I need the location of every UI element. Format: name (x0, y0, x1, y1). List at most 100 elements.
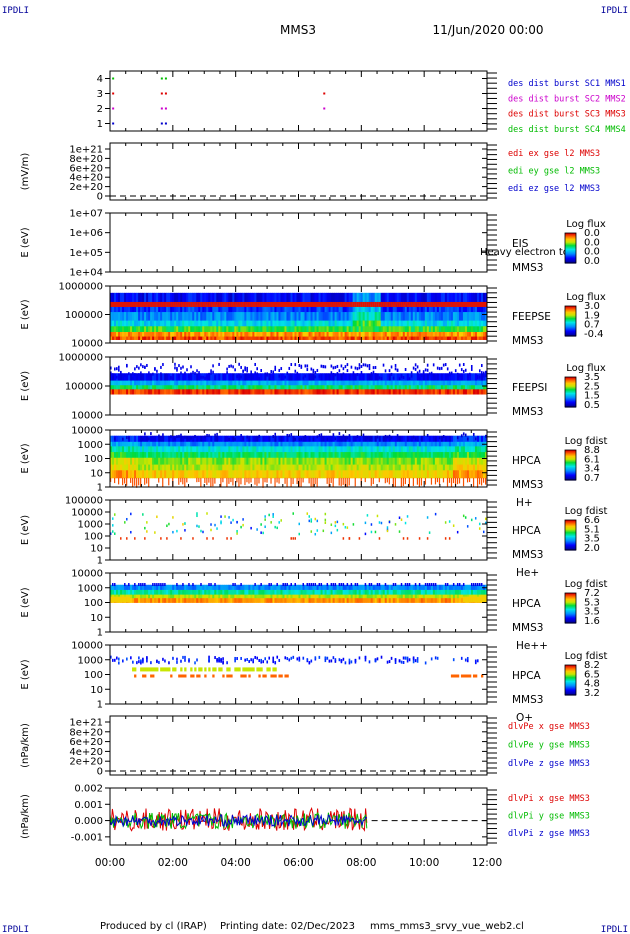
spectrogram-cell (270, 320, 273, 327)
spectrogram-cell (424, 320, 428, 327)
spectrogram-cell (190, 311, 193, 321)
spectrogram-cell (110, 311, 113, 321)
spectrogram-cell (140, 469, 143, 479)
spectrogram-cell (298, 301, 301, 307)
spectrogram-cell (362, 451, 366, 458)
spectrogram-cell (412, 325, 416, 332)
spectrogram-cell (428, 320, 432, 327)
spectrogram-cell (478, 388, 482, 395)
spectrogram-cell (166, 304, 169, 313)
spectrogram-cell (138, 336, 141, 340)
spectrogram-cell (186, 331, 189, 337)
spectrogram-cell (284, 469, 287, 479)
spectrogram-cell (414, 445, 418, 453)
spectrogram-cell (250, 384, 253, 390)
spectrogram-cell (412, 435, 416, 442)
spectrogram-dot (360, 370, 363, 374)
spectrogram-cell (212, 445, 215, 453)
spectrogram-cell (434, 380, 438, 386)
spectrogram-cell (402, 336, 406, 340)
spectrogram-cell (336, 331, 340, 337)
spectrogram-cell (374, 384, 378, 390)
spectrogram-cell (402, 469, 406, 479)
spectrogram-cell (352, 325, 356, 332)
spectrogram-cell (134, 311, 137, 321)
spectrogram-cell (312, 388, 315, 395)
spectrogram-cell (208, 445, 211, 453)
spectrogram-cell (110, 469, 113, 479)
colorbar-cell (565, 452, 576, 454)
spectrogram-dot (254, 477, 256, 485)
spectrogram-cell (116, 469, 119, 479)
spectrogram-cell (328, 331, 331, 337)
spectrogram-dot (180, 371, 182, 375)
spectrogram-cell (188, 311, 191, 321)
spectrogram-cell (246, 331, 249, 337)
spectrogram-cell (330, 336, 333, 340)
spectrogram-cell (332, 445, 335, 453)
spectrogram-cell (184, 292, 187, 305)
spectrogram-cell (246, 336, 249, 340)
spectrogram-cell (180, 301, 183, 307)
spectrogram-cell (376, 325, 380, 332)
spectrogram-cell (244, 435, 247, 442)
spectrogram-cell (358, 304, 362, 313)
spectrogram-cell (260, 325, 263, 332)
colorbar-cell (565, 394, 576, 396)
spectrogram-cell (130, 464, 133, 471)
spectrogram-cell (316, 325, 319, 332)
spectrogram-cell (140, 331, 143, 337)
spectrogram-dot (440, 366, 443, 370)
spectrogram-cell (346, 336, 350, 340)
spectrogram-cell (164, 457, 167, 465)
spectrogram-cell (126, 320, 129, 327)
spectrogram-cell (296, 336, 299, 340)
spectrogram-cell (318, 457, 321, 465)
spectrogram-cell (378, 304, 382, 313)
spectrogram-cell (400, 457, 404, 465)
spectrogram-cell (168, 325, 171, 332)
colorbar-cell (565, 316, 576, 318)
spectrogram-cell (234, 457, 237, 465)
spectrogram-cell (234, 320, 237, 327)
spectrogram-cell (362, 457, 366, 465)
spectrogram-cell (192, 435, 195, 442)
spectrogram-cell (424, 464, 428, 471)
spectrogram-cell (118, 469, 121, 479)
spectrogram-cell (370, 336, 374, 340)
spectrogram-dot (368, 363, 371, 367)
y-axis-label: E (eV) (20, 227, 31, 257)
spectrogram-cell (402, 301, 406, 307)
spectrogram-dot (174, 437, 176, 441)
spectrogram-cell (112, 464, 115, 471)
spectrogram-cell (436, 464, 440, 471)
spectrogram-cell (462, 457, 466, 465)
spectrogram-cell (446, 373, 450, 381)
spectrogram-cell (402, 441, 406, 447)
spectrogram-cell (274, 445, 277, 453)
spectrogram-cell (246, 384, 249, 390)
spectrogram-dot (300, 477, 302, 488)
spectrogram-dot (324, 365, 327, 369)
spectrogram-cell (258, 301, 261, 307)
spectrogram-cell (328, 451, 331, 458)
spectrogram-cell (248, 304, 251, 313)
spectrogram-cell (154, 292, 157, 305)
spectrogram-cell (204, 451, 207, 458)
spectrogram-cell (342, 441, 346, 447)
spectrogram-cell (474, 457, 478, 465)
spectrogram-cell (406, 441, 410, 447)
spectrogram-cell (326, 380, 329, 386)
spectrogram-cell (186, 451, 189, 458)
spectrogram-cell (368, 464, 372, 471)
spectrogram-cell (270, 469, 273, 479)
spectrogram-cell (410, 380, 414, 386)
spectrogram-cell (392, 451, 396, 458)
spectrogram-cell (440, 320, 444, 327)
spectrogram-cell (212, 292, 215, 305)
spectrogram-dot (384, 477, 386, 484)
spectrogram-cell (480, 292, 484, 305)
spectrogram-cell (312, 384, 315, 390)
spectrogram-dot (292, 512, 294, 515)
spectrogram-cell (338, 435, 342, 442)
